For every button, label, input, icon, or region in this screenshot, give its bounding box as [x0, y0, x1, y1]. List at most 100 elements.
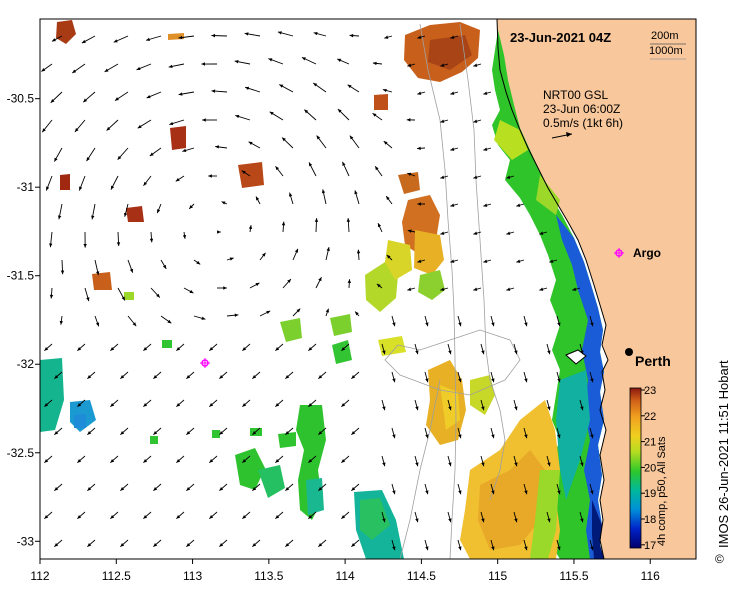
current-arrow-head	[120, 487, 125, 491]
current-arrow-head	[77, 403, 82, 407]
isobath-legend-200m: 200m	[651, 30, 679, 42]
current-arrow-head	[356, 249, 361, 254]
current-arrow-head	[448, 518, 452, 523]
current-arrow-head	[524, 378, 528, 383]
current-arrow-head	[248, 141, 253, 146]
current-arrow-head	[54, 431, 59, 435]
current-arrow-head	[590, 546, 594, 551]
current-arrow-head	[275, 403, 280, 407]
current-arrow-head	[506, 175, 511, 179]
x-tick-label: 115.5	[559, 569, 588, 583]
current-arrow-head	[221, 201, 226, 205]
current-arrow-head	[376, 283, 381, 288]
current-arrow-head	[417, 202, 421, 206]
current-arrow-head	[318, 431, 323, 435]
isobath-lines	[384, 23, 521, 559]
current-arrow-head	[372, 113, 377, 117]
current-arrow-head	[557, 378, 561, 383]
current-arrow-head	[483, 203, 488, 207]
current-arrow-head	[458, 546, 462, 551]
y-axis: -30.5 -31 -31.5 -32 -32.5 -33	[7, 92, 40, 548]
current-arrow-head	[547, 518, 551, 523]
current-arrow-head	[132, 322, 137, 327]
current-arrow-head	[524, 490, 528, 495]
current-arrow-head	[41, 67, 46, 72]
current-arrow-head	[110, 459, 115, 463]
current-arrow-head	[219, 487, 224, 491]
x-tick-label: 114	[336, 569, 355, 583]
sst-data-layer	[40, 20, 604, 559]
current-arrow-head	[87, 431, 92, 435]
current-arrow-head	[516, 259, 521, 263]
current-arrow-head	[54, 543, 59, 547]
current-arrow-head	[308, 515, 313, 519]
x-tick-label: 113.5	[254, 569, 283, 583]
current-arrow-head	[146, 37, 150, 42]
current-arrow-head	[121, 296, 125, 301]
colorbar-label: 4h comp, p50, All Sats	[656, 436, 668, 546]
current-arrow-head	[524, 434, 528, 439]
current-arrow-head	[149, 152, 154, 156]
current-arrow-head	[211, 89, 216, 93]
current-arrow-head	[44, 515, 49, 519]
current-arrow-head	[392, 546, 396, 551]
current-arrow-head	[201, 62, 206, 66]
current-arrow-head	[209, 403, 214, 407]
current-arrow-head	[54, 375, 59, 379]
current-arrow-head	[186, 375, 191, 379]
current-arrow-head	[219, 543, 224, 547]
current-arrow-head	[377, 223, 382, 228]
current-arrow-head	[450, 259, 455, 263]
current-arrow-head	[261, 252, 266, 257]
current-arrow-head	[46, 186, 50, 191]
current-arrow-head	[117, 155, 122, 160]
current-arrow-head	[308, 403, 313, 407]
current-arrow-head	[104, 68, 109, 72]
current-arrow-head	[382, 406, 386, 411]
current-arrow-head	[318, 487, 323, 491]
current-arrow-head	[440, 63, 445, 67]
current-arrow-head	[383, 141, 388, 145]
current-time-label: 23-Jun 06:00Z	[543, 102, 620, 116]
current-arrow-head	[252, 543, 257, 547]
current-arrow-head	[417, 146, 421, 151]
current-arrow-head	[77, 347, 82, 351]
current-arrow-head	[279, 84, 284, 88]
current-arrow-head	[57, 215, 62, 220]
current-arrow-head	[440, 287, 445, 291]
current-arrow-head	[314, 218, 319, 222]
colorbar-tick-label: 21	[644, 437, 656, 449]
current-arrow-head	[120, 431, 125, 435]
current-arrow-head	[406, 118, 411, 122]
current-arrow-head	[269, 111, 274, 116]
scale-arrow-icon	[551, 132, 573, 139]
current-arrow-head	[539, 287, 544, 291]
current-arrow-head	[244, 32, 249, 36]
current-arrow-head	[341, 403, 346, 407]
current-arrow-head	[491, 490, 495, 495]
current-arrow-head	[252, 487, 257, 491]
current-arrow-head	[219, 431, 224, 435]
current-arrow-head	[354, 190, 358, 195]
current-arrow-head	[285, 375, 290, 379]
current-arrow-head	[349, 135, 354, 140]
current-arrow-head	[392, 378, 396, 383]
current-arrow-head	[308, 162, 313, 167]
y-tick-label: -33	[17, 534, 35, 548]
current-arrow-head	[215, 145, 220, 149]
current-arrow-head	[347, 84, 352, 89]
current-arrow-head	[153, 375, 158, 379]
current-arrow-head	[294, 248, 298, 253]
current-arrow-head	[407, 229, 412, 233]
current-arrow-head	[95, 322, 100, 327]
current-arrow-head	[275, 166, 280, 171]
current-arrow-head	[149, 238, 154, 243]
y-tick-label: -31	[17, 180, 35, 194]
current-arrow-head	[223, 286, 227, 290]
current-arrow-head	[113, 39, 118, 43]
current-arrow-head	[351, 543, 356, 547]
current-arrow-head	[458, 434, 462, 439]
current-product-label: NRT00 GSL	[543, 88, 608, 102]
x-tick-label: 114.5	[407, 569, 436, 583]
current-arrow-head	[392, 490, 396, 495]
